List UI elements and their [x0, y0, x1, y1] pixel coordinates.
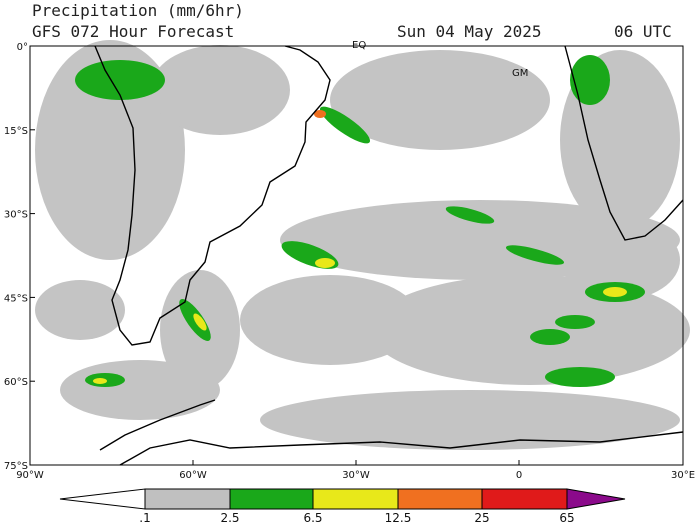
- forecast-time: 06 UTC: [614, 22, 672, 41]
- colorbar-segment: [481, 488, 568, 510]
- colorbar-segment: [312, 488, 399, 510]
- africa-coast: [564, 45, 684, 241]
- colorbar-label: 65: [559, 511, 574, 525]
- lat-label: 0°: [17, 42, 28, 53]
- light-precip: [35, 40, 690, 450]
- place-label: GM: [512, 68, 528, 79]
- colorbar-labels: .1 2.5 6.5 12.5 25 65: [139, 511, 574, 525]
- colorbar-segment: [229, 488, 314, 510]
- colorbar-label: 25: [474, 511, 489, 525]
- lat-label: 30°S: [4, 210, 28, 221]
- lon-label: 30°E: [671, 470, 695, 481]
- heavy-precip: [75, 55, 645, 387]
- south-america-coast: [94, 45, 331, 346]
- colorbar-segment: [566, 488, 626, 510]
- lon-label: 30°W: [342, 470, 370, 481]
- longitude-labels: 90°W 60°W 30°W 0 30°E: [16, 460, 695, 481]
- place-label: EQ: [352, 40, 366, 51]
- colorbar: [59, 488, 626, 510]
- colorbar-label: 6.5: [303, 511, 322, 525]
- title: Precipitation (mm/6hr): [32, 1, 244, 20]
- lon-label: 0: [516, 470, 522, 481]
- subtitle: GFS 072 Hour Forecast: [32, 22, 234, 41]
- lat-label: 15°S: [4, 126, 28, 137]
- latitude-labels: 0° 15°S 30°S 45°S 60°S 75°S: [4, 42, 35, 472]
- lon-label: 90°W: [16, 470, 44, 481]
- colorbar-label: .1: [139, 511, 150, 525]
- lon-label: 60°W: [179, 470, 207, 481]
- colorbar-label: 2.5: [220, 511, 239, 525]
- colorbar-label: 12.5: [385, 511, 412, 525]
- lat-label: 45°S: [4, 293, 28, 304]
- lat-label: 75°S: [4, 461, 28, 472]
- colorbar-segment: [397, 488, 483, 510]
- lat-label: 60°S: [4, 377, 28, 388]
- colorbar-segment: [59, 488, 146, 510]
- map: EQ GM: [29, 40, 690, 466]
- forecast-date: Sun 04 May 2025: [397, 22, 542, 41]
- antarctica-coast: [99, 399, 684, 466]
- colorbar-segment: [144, 488, 231, 510]
